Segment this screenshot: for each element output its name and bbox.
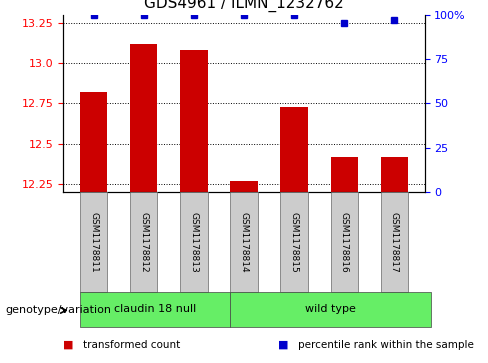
Text: ■: ■ [63, 340, 74, 350]
Text: GSM1178812: GSM1178812 [139, 212, 148, 273]
Text: wild type: wild type [305, 305, 356, 314]
Bar [180, 192, 207, 292]
Text: percentile rank within the sample: percentile rank within the sample [298, 340, 473, 350]
Bar [130, 192, 158, 292]
Bar [80, 92, 107, 192]
Bar [381, 157, 408, 192]
Text: GSM1178813: GSM1178813 [189, 212, 198, 273]
Text: GSM1178811: GSM1178811 [89, 212, 98, 273]
Bar [130, 44, 158, 192]
Bar [80, 292, 230, 327]
Text: GSM1178816: GSM1178816 [340, 212, 349, 273]
Text: transformed count: transformed count [83, 340, 180, 350]
Text: genotype/variation: genotype/variation [5, 305, 111, 315]
Bar [230, 292, 431, 327]
Bar [80, 192, 107, 292]
Bar [180, 50, 207, 192]
Text: GSM1178817: GSM1178817 [390, 212, 399, 273]
Text: GSM1178814: GSM1178814 [240, 212, 248, 273]
Text: claudin 18 null: claudin 18 null [114, 305, 196, 314]
Bar [230, 181, 258, 192]
Bar [230, 192, 258, 292]
Bar [381, 192, 408, 292]
Bar [281, 192, 308, 292]
Bar [281, 107, 308, 192]
Text: GSM1178815: GSM1178815 [290, 212, 299, 273]
Title: GDS4961 / ILMN_1232762: GDS4961 / ILMN_1232762 [144, 0, 344, 12]
Bar [330, 192, 358, 292]
Text: ■: ■ [278, 340, 289, 350]
Bar [330, 157, 358, 192]
